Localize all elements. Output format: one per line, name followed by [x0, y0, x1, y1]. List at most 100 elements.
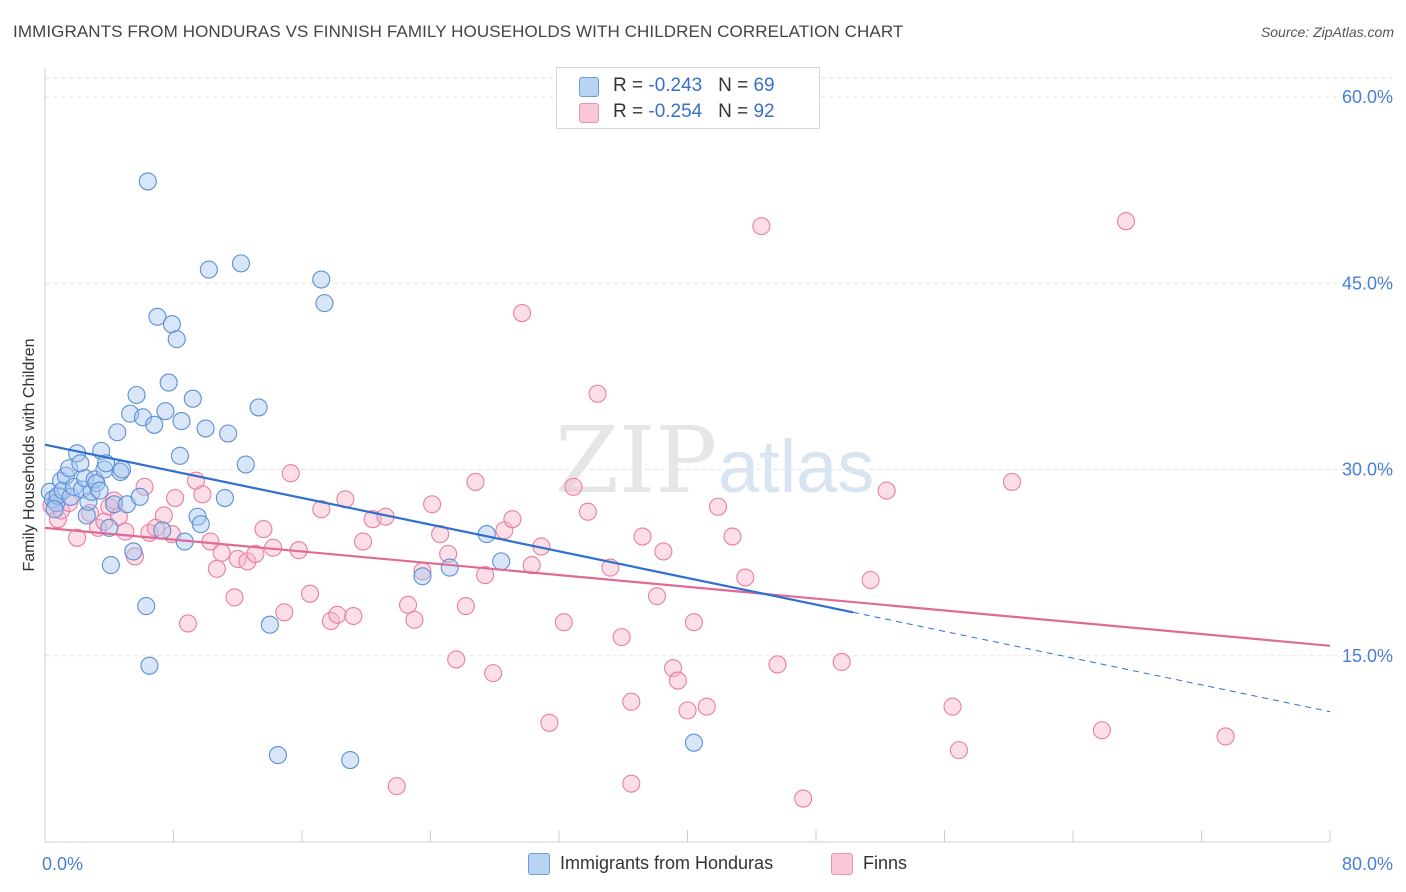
honduras-point [684, 733, 703, 752]
finns-point [212, 543, 231, 562]
chart-title: IMMIGRANTS FROM HONDURAS VS FINNISH FAMI… [13, 22, 904, 41]
finns-point [861, 570, 880, 590]
r-value: -0.254 [648, 101, 703, 122]
honduras-point [77, 506, 96, 525]
finns-point [405, 610, 424, 629]
finns-point [943, 697, 962, 716]
honduras-point [440, 558, 459, 577]
finns-point [225, 588, 244, 607]
legend-label-honduras: Immigrants from Honduras [560, 853, 774, 873]
finns-point [484, 664, 503, 683]
y-tick-label: 30.0% [1342, 460, 1393, 480]
honduras-point [492, 552, 511, 571]
n-label: N = [718, 75, 754, 96]
finns-point [554, 613, 573, 632]
legend-swatch-pink [579, 103, 599, 123]
finns-point [154, 506, 173, 525]
finns-point [246, 544, 265, 563]
n-value: 69 [753, 75, 775, 96]
finns-point [654, 542, 673, 561]
r-label: R = [613, 101, 649, 122]
honduras-point [312, 270, 331, 289]
honduras-point [268, 746, 287, 765]
finns-point [768, 655, 787, 674]
finns-point [588, 384, 607, 403]
finns-point [166, 489, 185, 508]
honduras-point [79, 492, 98, 511]
honduras-point [90, 481, 109, 500]
finns-point [456, 597, 475, 616]
honduras-point [137, 597, 156, 616]
finns-point [877, 481, 896, 500]
honduras-point [159, 373, 178, 392]
honduras-point [153, 521, 172, 540]
legend-text-finns: R = -0.254 N = 92 [613, 101, 775, 123]
finns-point [697, 697, 716, 716]
x-tick-label-max: 80.0% [1342, 854, 1393, 874]
honduras-points [40, 172, 703, 770]
finns-point [736, 568, 755, 587]
honduras-point [183, 389, 202, 408]
honduras-point [199, 260, 218, 279]
finns-point [723, 527, 742, 546]
finns-point [668, 671, 687, 690]
r-value: -0.243 [648, 75, 703, 96]
honduras-point [170, 446, 189, 465]
honduras-point [145, 415, 164, 434]
honduras-point [236, 455, 255, 474]
honduras-point [60, 459, 79, 478]
finns-point [178, 614, 198, 633]
honduras-point [100, 518, 119, 537]
honduras-point [172, 412, 191, 431]
finns-point [353, 532, 373, 551]
axes [44, 68, 1331, 843]
honduras-point [108, 423, 127, 442]
finns-point [116, 522, 135, 541]
finns-trend-line [44, 526, 1331, 647]
finns-point [387, 777, 406, 796]
finns-point [100, 497, 119, 516]
finns-point [794, 789, 813, 808]
y-tick-label: 60.0% [1342, 87, 1393, 107]
finns-point [708, 497, 728, 516]
finns-point [135, 477, 154, 496]
finns-point [447, 650, 466, 669]
trend-lines [44, 443, 1331, 713]
legend-swatch-blue [579, 77, 599, 97]
watermark-zip: ZIP [555, 407, 717, 514]
finns-point [684, 613, 703, 632]
finns-point [678, 701, 697, 720]
honduras-point [95, 460, 114, 479]
tick-labels: 15.0% 30.0% 45.0% 60.0% 0.0% 80.0% [42, 87, 1393, 874]
finns-point [949, 741, 969, 760]
finns-point [622, 774, 641, 793]
finns-point [564, 477, 583, 496]
finns-point [647, 587, 667, 606]
honduras-point [341, 750, 360, 770]
x-tick-label-min: 0.0% [42, 854, 83, 874]
honduras-point [219, 424, 238, 443]
finns-point [466, 472, 485, 491]
honduras-point [249, 398, 268, 417]
finns-point [439, 544, 458, 563]
finns-point [612, 628, 631, 647]
legend-label-finns: Finns [863, 853, 908, 873]
legend-text-honduras: R = -0.243 N = 69 [613, 75, 775, 97]
honduras-trend-extension [852, 611, 1331, 713]
finns-point [207, 559, 226, 578]
watermark-atlas: atlas [718, 425, 874, 508]
finns-point [540, 713, 559, 732]
finns-point [1116, 212, 1136, 231]
finns-point [476, 565, 495, 585]
finns-point [344, 606, 363, 626]
finns-point [513, 303, 532, 323]
honduras-point [138, 172, 157, 191]
correlation-legend: R = -0.243 N = 69 R = -0.254 N = 92 [556, 67, 820, 129]
n-label: N = [718, 101, 754, 122]
honduras-point [191, 515, 210, 534]
finns-point [281, 464, 300, 483]
honduras-point [148, 307, 167, 326]
honduras-point [45, 500, 64, 519]
finns-point [423, 495, 442, 514]
